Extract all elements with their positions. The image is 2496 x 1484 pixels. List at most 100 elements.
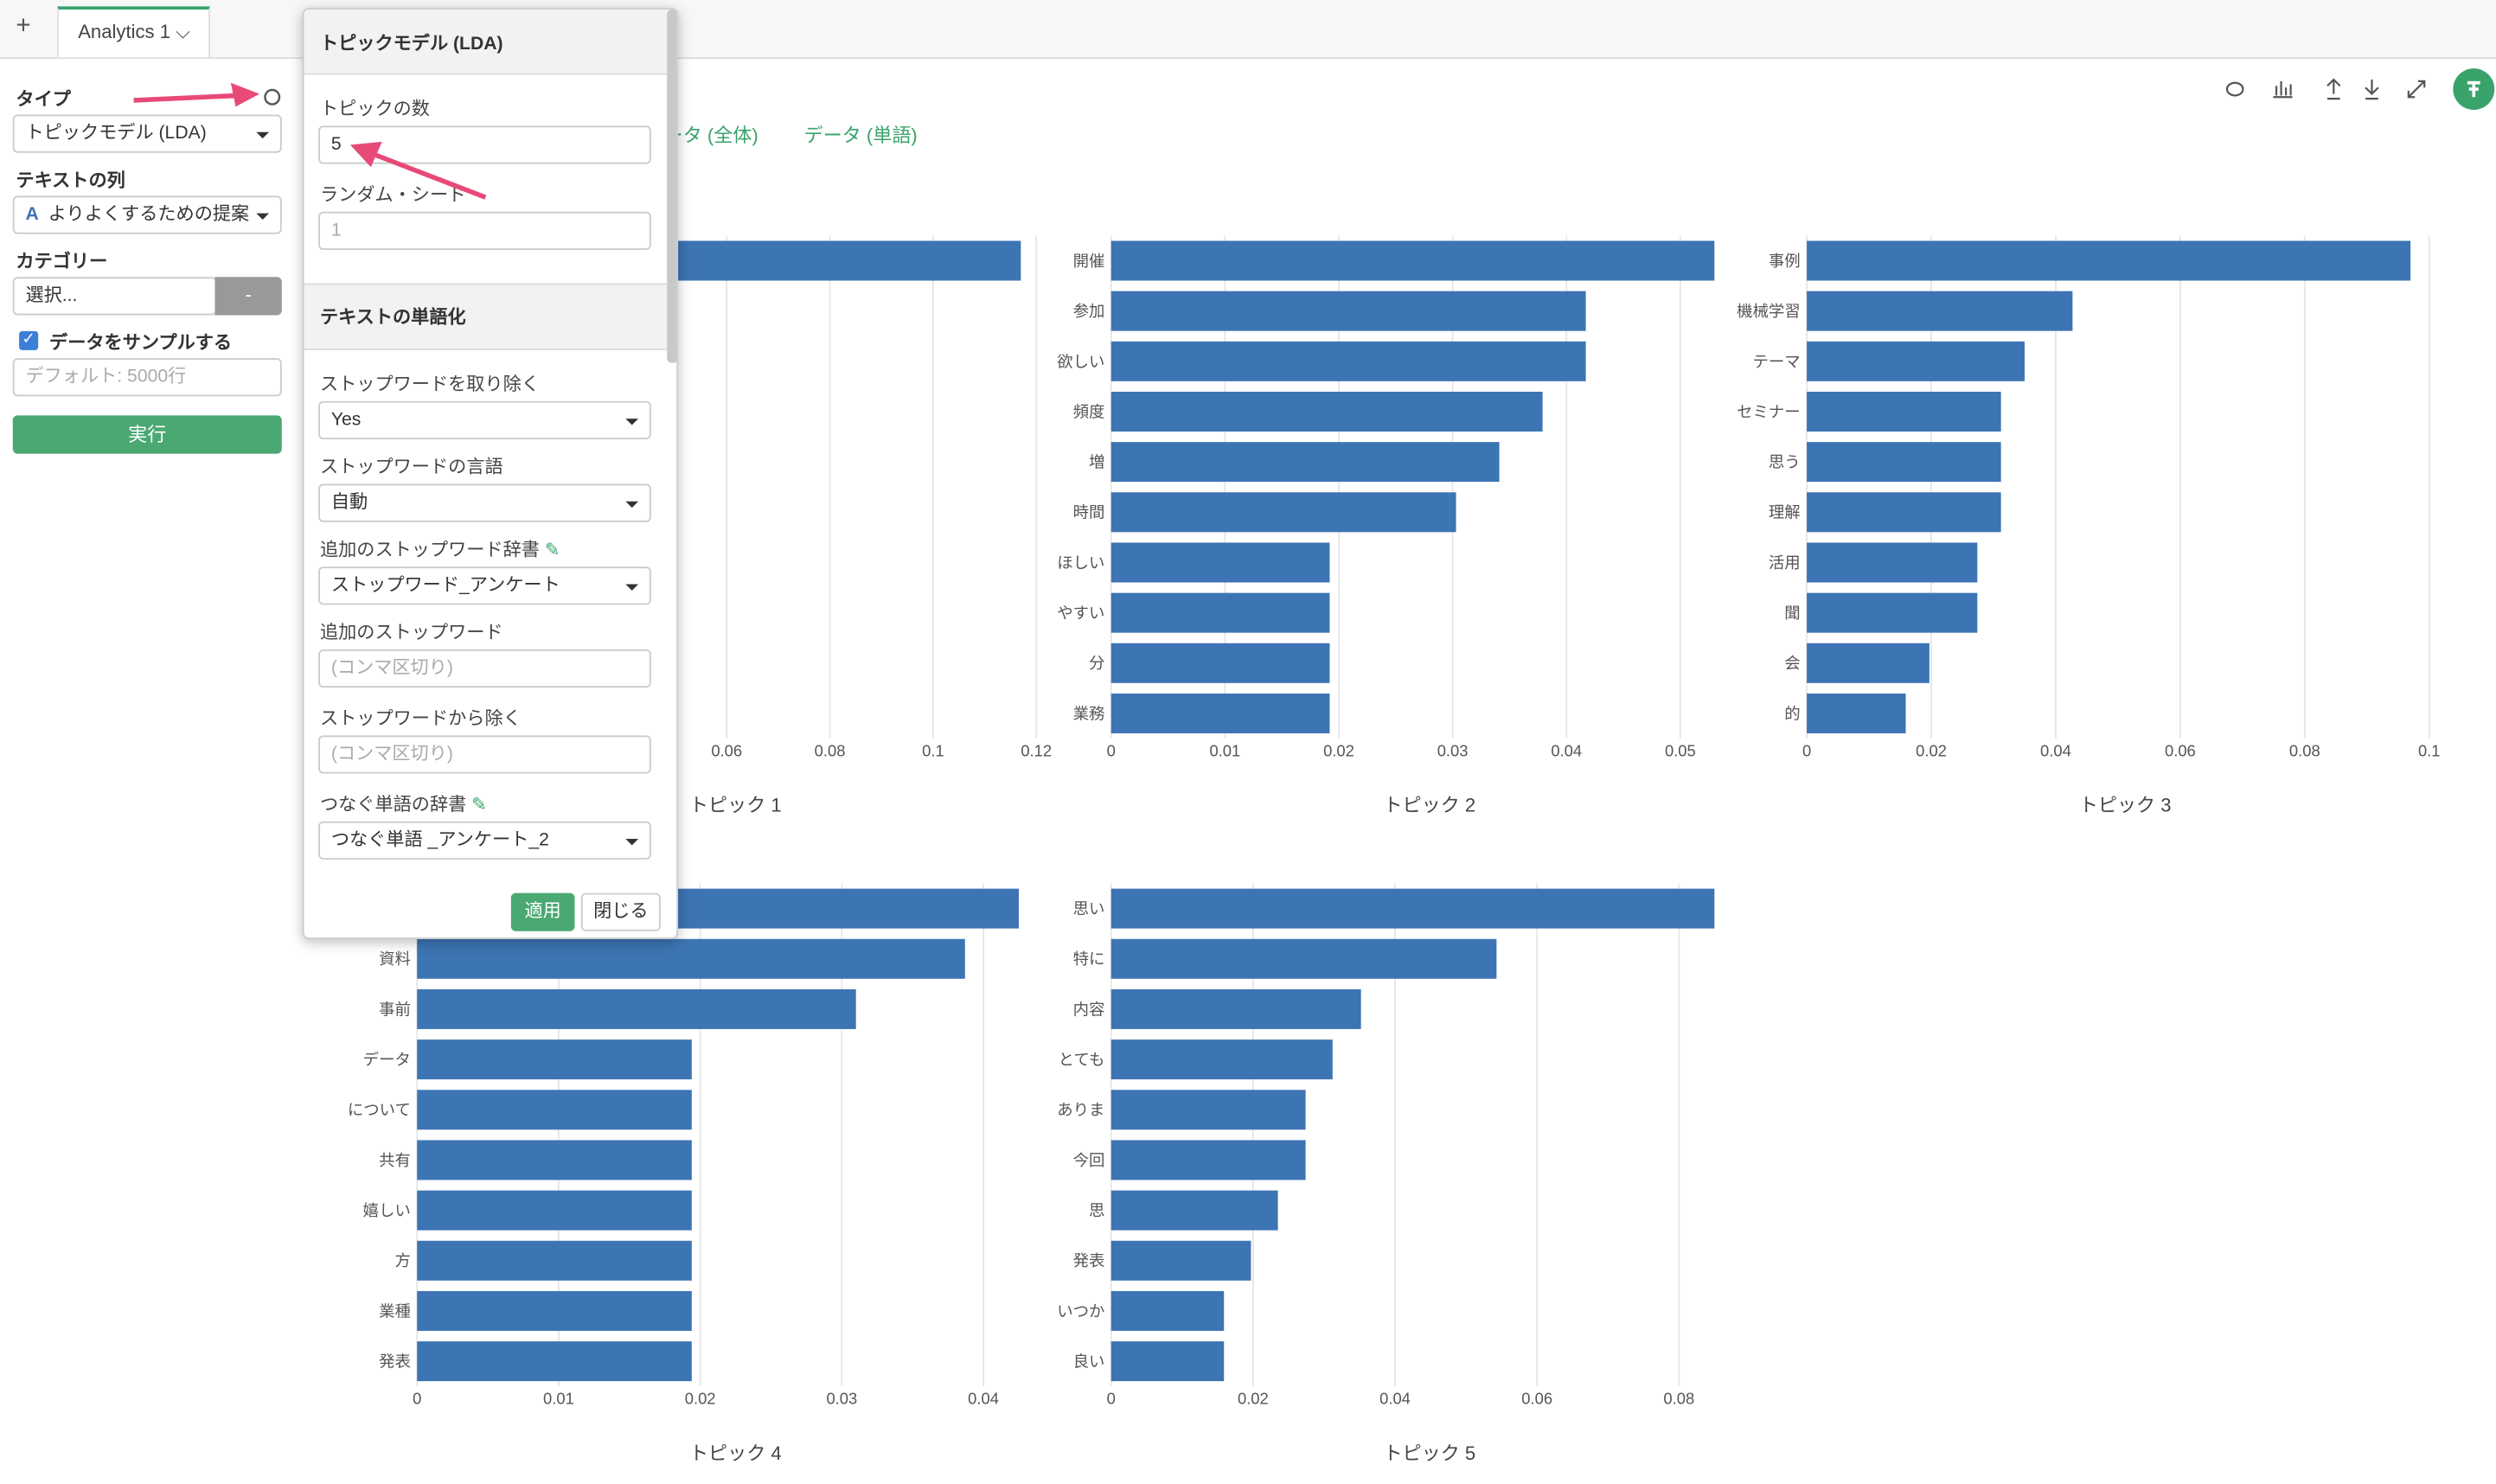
bar bbox=[1110, 693, 1330, 733]
x-tick-label: 0 bbox=[1107, 1389, 1116, 1407]
bar bbox=[1110, 1039, 1333, 1080]
y-tick-label: 内容 bbox=[1073, 1000, 1105, 1018]
scrollbar bbox=[667, 10, 677, 363]
y-tick-label: 欲しい bbox=[1057, 352, 1104, 370]
active-tab[interactable]: Analytics 1 ⌵ bbox=[57, 6, 210, 58]
y-tick-label: 思 bbox=[1089, 1201, 1104, 1219]
x-tick-label: 0.05 bbox=[1665, 741, 1696, 759]
chart-title: トピック 2 bbox=[1383, 795, 1475, 816]
apply-button[interactable]: 適用 bbox=[510, 892, 575, 931]
join-select[interactable]: つなぐ単語 _アンケート_2 bbox=[318, 821, 651, 860]
field-label: ストップワードから除く bbox=[319, 709, 522, 729]
bar bbox=[1110, 442, 1500, 483]
extra-input[interactable]: (コンマ区切り) bbox=[318, 649, 651, 688]
bar bbox=[1110, 938, 1497, 979]
x-tick-label: 0.01 bbox=[1209, 741, 1240, 759]
topics-input[interactable]: 5 bbox=[318, 125, 651, 164]
bar bbox=[1110, 240, 1715, 281]
y-tick-label: 的 bbox=[1784, 704, 1800, 722]
x-tick-label: 0.08 bbox=[2289, 741, 2320, 759]
field-label: 追加のストップワード bbox=[319, 624, 503, 643]
y-tick-label: いつか bbox=[1057, 1302, 1104, 1320]
y-tick-label: 共有 bbox=[379, 1151, 411, 1169]
text-column-select[interactable]: A よりよくするための提案 bbox=[12, 195, 282, 234]
bar bbox=[1807, 291, 2073, 331]
bar bbox=[1807, 240, 2411, 281]
chart-title: トピック 1 bbox=[689, 795, 782, 816]
language-select[interactable]: 自動 bbox=[318, 483, 651, 522]
bar bbox=[1807, 391, 2001, 432]
y-tick-label: 時間 bbox=[1073, 503, 1105, 521]
x-tick-label: 0.08 bbox=[815, 741, 846, 759]
y-tick-label: 理解 bbox=[1769, 503, 1801, 521]
edit-icon[interactable]: ✎ bbox=[471, 796, 487, 816]
chart-icon[interactable] bbox=[2273, 80, 2293, 99]
view-tab[interactable]: データ (単語) bbox=[803, 124, 918, 147]
y-tick-label: 嬉しい bbox=[363, 1201, 411, 1219]
dict-select[interactable]: ストップワード_アンケート bbox=[318, 566, 651, 605]
category-button[interactable]: - bbox=[214, 277, 282, 316]
y-tick-label: 事例 bbox=[1769, 252, 1801, 270]
chart-title: トピック 4 bbox=[689, 1442, 782, 1464]
x-tick-label: 0.06 bbox=[1521, 1389, 1552, 1407]
run-button[interactable]: 実行 bbox=[12, 415, 282, 454]
x-tick-label: 0 bbox=[1802, 741, 1811, 759]
bar bbox=[1110, 1290, 1225, 1331]
bar bbox=[417, 1341, 692, 1382]
category-label: カテゴリー bbox=[16, 253, 108, 272]
expand-icon[interactable] bbox=[2407, 80, 2426, 99]
bar bbox=[1110, 391, 1543, 432]
y-tick-label: とても bbox=[1059, 1051, 1105, 1069]
bar bbox=[1110, 1190, 1278, 1231]
x-tick-label: 0 bbox=[413, 1389, 421, 1407]
bar bbox=[1110, 592, 1330, 633]
y-tick-label: ありま bbox=[1057, 1101, 1104, 1119]
y-tick-label: 思う bbox=[1769, 453, 1801, 471]
y-tick-label: セミナー bbox=[1737, 402, 1801, 420]
text-icon: A bbox=[25, 205, 39, 225]
seed-input[interactable]: 1 bbox=[318, 211, 651, 250]
y-tick-label: 今回 bbox=[1073, 1151, 1105, 1169]
x-tick-label: 0.02 bbox=[685, 1389, 716, 1407]
type-select[interactable]: トピックモデル (LDA) bbox=[12, 114, 282, 153]
add-tab[interactable]: + bbox=[16, 12, 31, 41]
comment-icon[interactable] bbox=[2225, 81, 2244, 97]
dict-label: 追加のストップワード辞書 bbox=[319, 541, 540, 560]
close-button[interactable]: 閉じる bbox=[580, 892, 661, 931]
y-tick-label: 開催 bbox=[1073, 252, 1105, 270]
y-tick-label: 分 bbox=[1089, 654, 1104, 672]
exclude-input[interactable]: (コンマ区切り) bbox=[318, 735, 651, 774]
y-tick-label: やすい bbox=[1057, 604, 1104, 622]
field-label: ストップワードを取り除く bbox=[319, 375, 540, 395]
bar bbox=[1110, 1240, 1251, 1281]
category-select[interactable]: 選択... bbox=[12, 277, 217, 316]
y-tick-label: 機械学習 bbox=[1737, 302, 1801, 320]
x-tick-label: 0.1 bbox=[922, 741, 944, 759]
y-tick-label: テーマ bbox=[1753, 352, 1801, 370]
bar bbox=[1110, 341, 1586, 381]
bar bbox=[417, 1039, 692, 1080]
x-tick-label: 0.03 bbox=[1437, 741, 1469, 759]
type-label: タイプ bbox=[16, 90, 71, 111]
x-tick-label: 0.02 bbox=[1238, 1389, 1269, 1407]
bar bbox=[1807, 643, 1930, 683]
field-label: トピックの数 bbox=[319, 99, 430, 120]
sample-checkbox[interactable]: ✓ bbox=[19, 330, 39, 350]
y-tick-label: 活用 bbox=[1769, 553, 1801, 572]
bar bbox=[1110, 1341, 1225, 1382]
y-tick-label: 事前 bbox=[379, 1000, 411, 1018]
x-tick-label: 0.1 bbox=[2418, 741, 2441, 759]
download-icon[interactable] bbox=[2365, 80, 2379, 100]
x-tick-label: 0.02 bbox=[1323, 741, 1354, 759]
sample-input[interactable]: デフォルト: 5000行 bbox=[12, 358, 282, 397]
upload-icon[interactable] bbox=[2326, 78, 2341, 100]
sample-label: データをサンプルする bbox=[49, 334, 233, 354]
stopwords-select[interactable]: Yes bbox=[318, 400, 651, 440]
edit-icon[interactable]: ✎ bbox=[544, 541, 560, 560]
bar bbox=[1110, 1140, 1306, 1180]
y-tick-label: データ bbox=[363, 1051, 411, 1069]
y-tick-label: ほしい bbox=[1057, 553, 1104, 572]
y-tick-label: 特に bbox=[1073, 950, 1105, 968]
y-tick-label: 会 bbox=[1784, 654, 1800, 672]
